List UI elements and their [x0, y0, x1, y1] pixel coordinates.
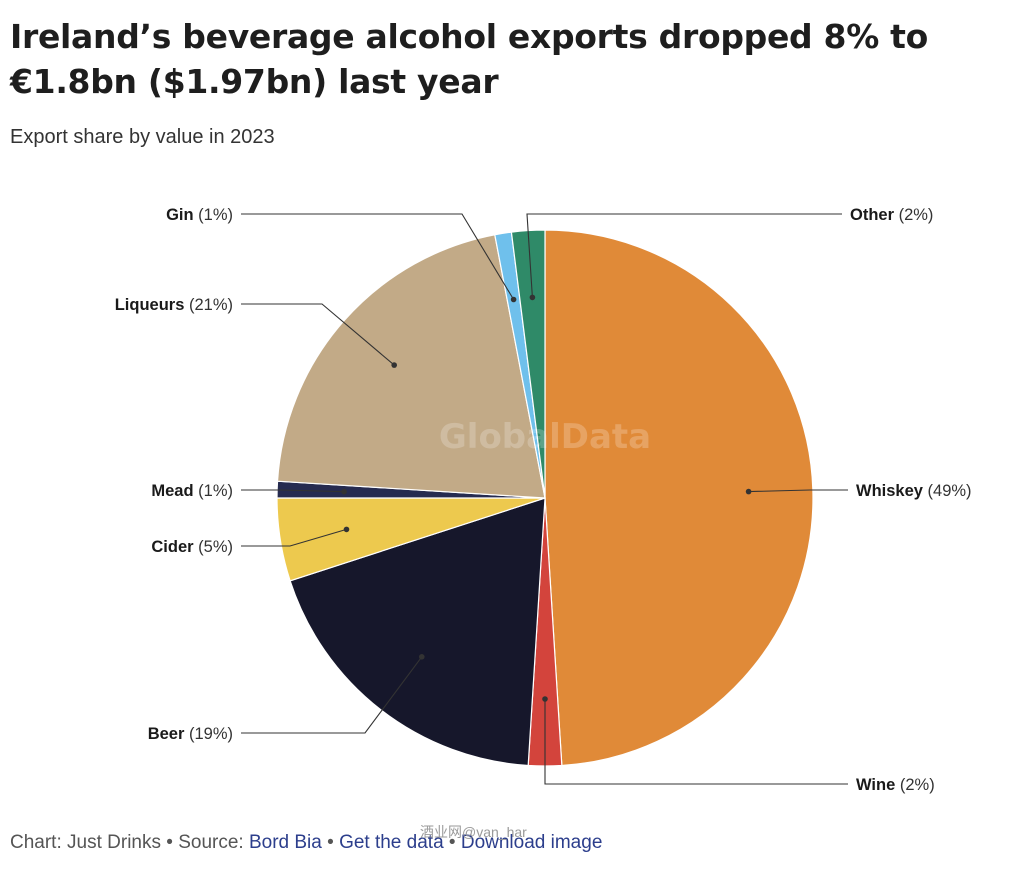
footer-separator: •	[166, 832, 173, 853]
slice-label-cider: Cider (5%)	[151, 538, 233, 556]
slice-label-wine: Wine (2%)	[856, 776, 935, 794]
slice-label-percent: (49%)	[928, 482, 972, 500]
slice-label-name: Gin	[166, 206, 198, 224]
leader-line-gin	[241, 213, 515, 300]
overlay-watermark: 酒业网@van_har	[420, 824, 527, 840]
leader-dot-wine	[542, 696, 548, 702]
pie-slice-beer	[289, 497, 546, 767]
slice-label-name: Wine	[856, 776, 900, 794]
slice-label-name: Mead	[151, 482, 198, 500]
slice-label-percent: (1%)	[198, 206, 233, 224]
slice-label-whiskey: Whiskey (49%)	[856, 482, 972, 500]
leader-dot-cider	[343, 526, 350, 533]
leader-dot-mead	[341, 488, 347, 495]
pie-slice-whiskey	[544, 229, 814, 767]
chart-footer: Chart: Just Drinks • Source: Bord Bia • …	[10, 832, 602, 854]
slice-label-other: Other (2%)	[850, 206, 933, 224]
leader-dot-other	[529, 294, 536, 301]
leader-lines	[241, 213, 848, 785]
source-prefix: Source:	[178, 832, 244, 853]
leader-line-beer	[241, 656, 423, 734]
slice-label-mead: Mead (1%)	[151, 482, 233, 500]
chart-subtitle: Export share by value in 2023	[10, 126, 275, 148]
slice-label-liqueurs: Liqueurs (21%)	[115, 296, 233, 314]
slice-label-name: Liqueurs	[115, 296, 189, 314]
slice-label-percent: (2%)	[900, 776, 935, 794]
leader-dot-whiskey	[745, 488, 752, 495]
slice-label-name: Beer	[148, 725, 189, 743]
slice-label-percent: (2%)	[899, 206, 934, 224]
get-data-link[interactable]: Get the data	[339, 832, 444, 853]
slice-labels: Whiskey (49%) Wine (2%) Beer (19%) Cider (5…	[115, 206, 972, 794]
slice-label-gin: Gin (1%)	[166, 206, 233, 224]
footer-separator: •	[448, 832, 456, 853]
leader-line-liqueurs	[241, 303, 395, 366]
slice-label-percent: (19%)	[189, 725, 233, 743]
slice-label-name: Cider	[151, 538, 198, 556]
slice-label-percent: (21%)	[189, 296, 233, 314]
chart-credit: Chart: Just Drinks	[10, 832, 161, 853]
leader-line-mead	[241, 489, 345, 493]
slice-label-percent: (5%)	[198, 538, 233, 556]
pie-slices	[276, 229, 814, 767]
slice-label-percent: (1%)	[198, 482, 233, 500]
leader-line-wine	[544, 699, 848, 785]
slice-label-name: Other	[850, 206, 899, 224]
leader-dot-liqueurs	[391, 362, 398, 368]
leader-dot-beer	[419, 654, 425, 660]
chart-title: Ireland’s beverage alcohol exports dropp…	[10, 17, 929, 101]
slice-label-beer: Beer (19%)	[148, 725, 233, 743]
leader-line-whiskey	[748, 489, 848, 493]
leader-line-cider	[241, 528, 347, 547]
pie-slice-liqueurs	[276, 234, 546, 499]
source-link[interactable]: Bord Bia	[248, 832, 322, 853]
footer-separator: •	[327, 832, 334, 853]
slice-label-name: Whiskey	[856, 482, 928, 500]
download-image-link[interactable]: Download image	[460, 832, 603, 853]
chart-watermark: GlobalData	[439, 417, 651, 457]
leader-dot-gin	[510, 296, 517, 303]
leader-line-other	[526, 213, 842, 298]
